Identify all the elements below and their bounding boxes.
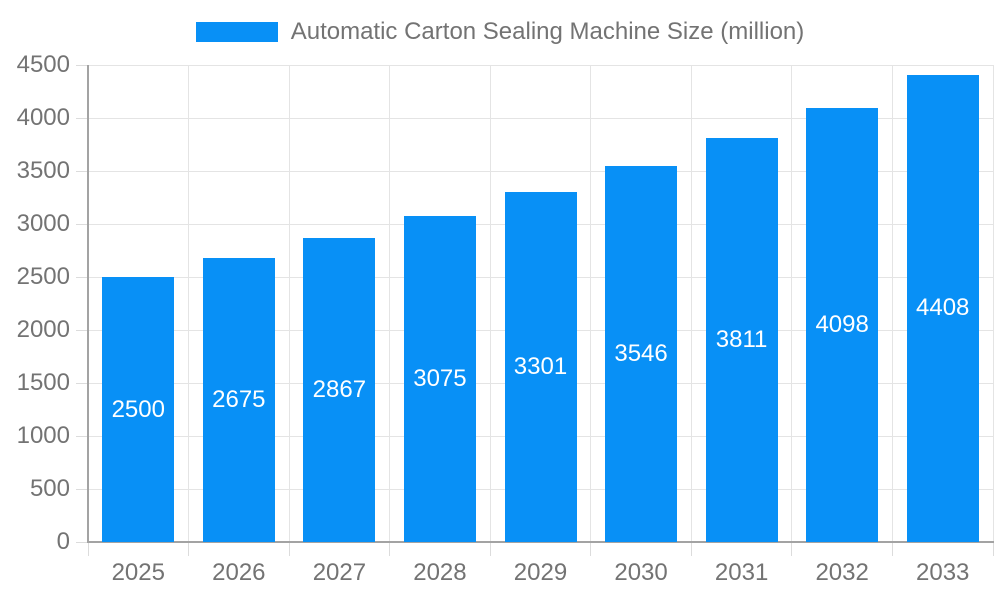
v-gridline	[690, 65, 692, 542]
y-tick	[76, 223, 88, 225]
bar[interactable]: 3811	[705, 138, 778, 542]
bar-value-label: 2867	[312, 376, 367, 404]
y-tick	[76, 329, 88, 331]
v-gridline	[992, 65, 994, 542]
y-tick-label: 2500	[16, 263, 70, 290]
v-gridline	[791, 65, 793, 542]
bar[interactable]: 4408	[906, 74, 979, 542]
x-tick-label: 2030	[614, 559, 668, 586]
y-tick-label: 500	[29, 475, 70, 502]
legend-label: Automatic Carton Sealing Machine Size (m…	[290, 18, 805, 45]
x-tick	[188, 542, 190, 556]
v-gridline	[288, 65, 290, 542]
x-tick	[992, 542, 994, 556]
v-gridline	[389, 65, 391, 542]
bar-value-label: 2675	[212, 386, 266, 414]
x-tick-label: 2029	[513, 559, 568, 586]
x-tick-label: 2033	[916, 559, 970, 586]
bar-value-label: 3301	[513, 353, 568, 381]
x-axis-line	[87, 541, 994, 543]
h-gridline	[88, 64, 993, 66]
bar[interactable]: 4098	[806, 107, 879, 542]
bar[interactable]: 3075	[403, 216, 476, 542]
x-tick	[891, 542, 893, 556]
bar[interactable]: 3301	[504, 192, 577, 542]
h-gridline	[88, 170, 993, 172]
y-tick	[76, 435, 88, 437]
bar-value-label: 3075	[413, 365, 467, 393]
v-gridline	[590, 65, 592, 542]
x-tick-label: 2028	[413, 559, 467, 586]
y-tick-label: 3500	[16, 157, 70, 184]
y-tick	[76, 541, 88, 543]
bar-value-label: 3811	[715, 326, 768, 353]
x-tick-label: 2031	[714, 559, 769, 586]
y-tick-label: 1000	[16, 422, 70, 449]
x-tick-label: 2032	[815, 559, 869, 586]
bar[interactable]: 2675	[202, 258, 275, 542]
x-tick-label: 2026	[212, 559, 266, 586]
bar-value-label: 2500	[111, 395, 165, 423]
v-gridline	[489, 65, 491, 542]
bar[interactable]: 3546	[605, 166, 678, 542]
x-tick	[590, 542, 592, 556]
legend-swatch	[195, 22, 278, 42]
y-tick	[76, 117, 88, 119]
y-axis-line	[87, 65, 89, 543]
y-tick-label: 4500	[16, 51, 70, 78]
y-tick-label: 4000	[16, 104, 70, 131]
x-tick	[791, 542, 793, 556]
bar[interactable]: 2867	[303, 238, 376, 542]
x-tick	[288, 542, 290, 556]
x-tick	[389, 542, 391, 556]
v-gridline	[188, 65, 190, 542]
y-tick	[76, 170, 88, 172]
y-tick-label: 2000	[16, 316, 70, 343]
y-tick-label: 1500	[16, 369, 70, 396]
bar-value-label: 4408	[916, 294, 970, 322]
x-tick	[690, 542, 692, 556]
y-tick	[76, 382, 88, 384]
bar[interactable]: 2500	[102, 277, 175, 542]
legend[interactable]: Automatic Carton Sealing Machine Size (m…	[0, 18, 1000, 46]
bar-value-label: 3546	[614, 340, 668, 368]
bar-value-label: 4098	[815, 310, 869, 338]
h-gridline	[88, 117, 993, 119]
x-tick	[489, 542, 491, 556]
v-gridline	[891, 65, 893, 542]
x-tick	[87, 542, 89, 556]
x-tick-label: 2027	[312, 559, 367, 586]
x-tick-label: 2025	[111, 559, 165, 586]
y-tick-label: 3000	[16, 210, 70, 237]
y-tick	[76, 64, 88, 66]
y-tick	[76, 276, 88, 278]
y-tick-label: 0	[56, 528, 70, 555]
y-tick	[76, 488, 88, 490]
